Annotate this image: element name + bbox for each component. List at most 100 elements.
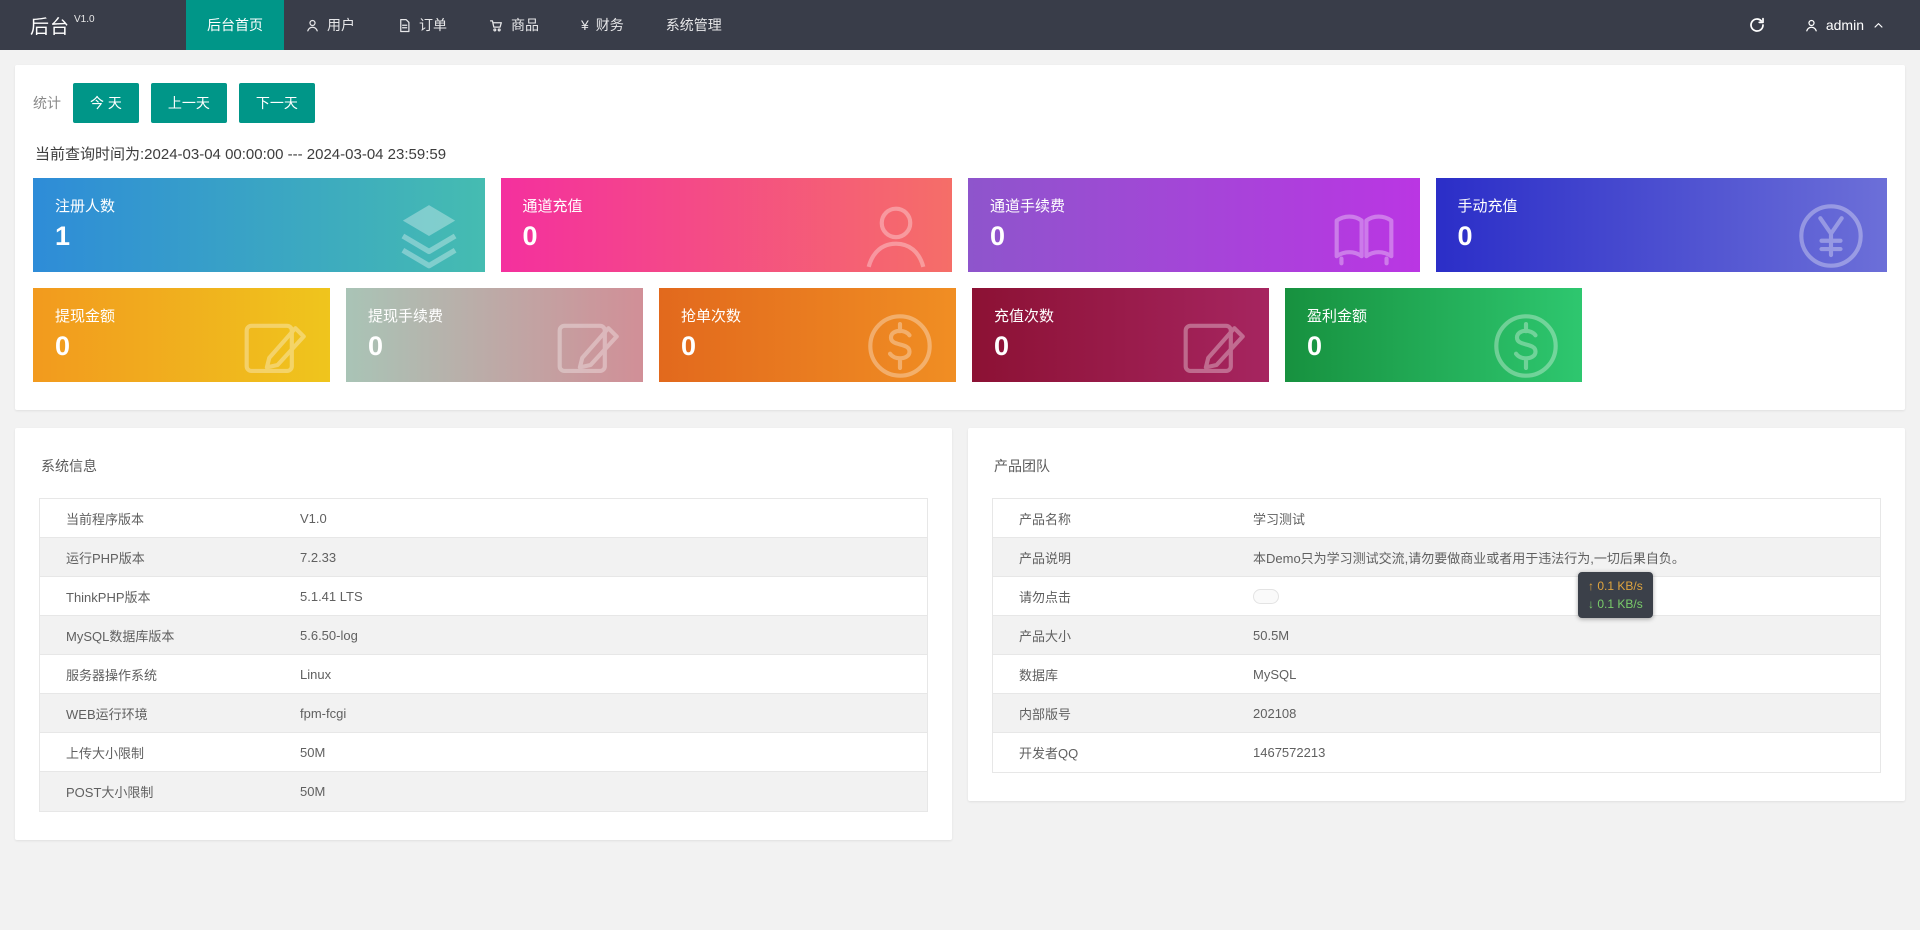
table-row: 产品大小50.5M bbox=[993, 616, 1880, 655]
row-label: 产品说明 bbox=[993, 548, 1253, 567]
table-row: MySQL数据库版本5.6.50-log bbox=[40, 616, 927, 655]
stat-card-withdraw-fee: 提现手续费0 bbox=[346, 288, 643, 382]
row-value: fpm-fcgi bbox=[300, 706, 927, 721]
table-row: 数据库MySQL bbox=[993, 655, 1880, 694]
today-button[interactable]: 今 天 bbox=[73, 83, 139, 123]
person-circle-icon bbox=[858, 198, 934, 272]
yuan-circle-icon bbox=[1793, 198, 1869, 272]
stat-card-withdraw-amount: 提现金额0 bbox=[33, 288, 330, 382]
stat-card-registered-users: 注册人数1 bbox=[33, 178, 485, 272]
nav-item-finance[interactable]: ¥ 财务 bbox=[560, 0, 645, 50]
row-label: 内部版号 bbox=[993, 704, 1253, 723]
query-time-text: 当前查询时间为:2024-03-04 00:00:00 --- 2024-03-… bbox=[35, 143, 1887, 164]
up-arrow-icon: ↑ bbox=[1588, 579, 1594, 593]
stat-card-recharge-count: 充值次数0 bbox=[972, 288, 1269, 382]
main-content: 统计 今 天上一天下一天 当前查询时间为:2024-03-04 00:00:00… bbox=[0, 50, 1920, 855]
download-speed-value: 0.1 KB/s bbox=[1597, 597, 1642, 611]
stat-cards-row2: 提现金额0提现手续费0抢单次数0充值次数0盈利金额0 bbox=[33, 288, 1887, 382]
upload-speed-value: 0.1 KB/s bbox=[1597, 579, 1642, 593]
nav-item-label: 订单 bbox=[419, 15, 447, 35]
row-value: 50M bbox=[300, 784, 927, 799]
yen-icon: ¥ bbox=[581, 18, 589, 32]
row-label: 上传大小限制 bbox=[40, 743, 300, 762]
next-day-button[interactable]: 下一天 bbox=[239, 83, 315, 123]
layers-icon bbox=[391, 198, 467, 272]
cart-icon bbox=[489, 18, 504, 33]
bottom-section: 系统信息 当前程序版本V1.0运行PHP版本7.2.33ThinkPHP版本5.… bbox=[15, 428, 1905, 840]
user-icon bbox=[1804, 18, 1819, 33]
table-row: POST大小限制50M bbox=[40, 772, 927, 811]
system-info-table: 当前程序版本V1.0运行PHP版本7.2.33ThinkPHP版本5.1.41 … bbox=[39, 498, 928, 812]
stats-label: 统计 bbox=[33, 93, 61, 113]
row-label: 运行PHP版本 bbox=[40, 548, 300, 567]
download-speed: ↓ 0.1 KB/s bbox=[1588, 595, 1643, 613]
row-value: 本Demo只为学习测试交流,请勿要做商业或者用于违法行为,一切后果自负。 bbox=[1253, 548, 1880, 567]
chevron-up-icon bbox=[1871, 18, 1886, 33]
dollar-circle-icon bbox=[1488, 308, 1564, 382]
product-team-title: 产品团队 bbox=[994, 456, 1881, 476]
main-nav: 后台首页 用户 订单 商品 ¥ 财务 系统管理 bbox=[186, 0, 743, 50]
row-label: ThinkPHP版本 bbox=[40, 587, 300, 606]
nav-item-home[interactable]: 后台首页 bbox=[186, 0, 284, 50]
table-row: 开发者QQ1467572213 bbox=[993, 733, 1880, 772]
table-row: 产品说明本Demo只为学习测试交流,请勿要做商业或者用于违法行为,一切后果自负。 bbox=[993, 538, 1880, 577]
row-value bbox=[1253, 588, 1880, 604]
table-row: 服务器操作系统Linux bbox=[40, 655, 927, 694]
product-team-panel: 产品团队 产品名称学习测试产品说明本Demo只为学习测试交流,请勿要做商业或者用… bbox=[968, 428, 1905, 801]
nav-item-label: 商品 bbox=[511, 15, 539, 35]
prev-day-button[interactable]: 上一天 bbox=[151, 83, 227, 123]
down-arrow-icon: ↓ bbox=[1588, 597, 1594, 611]
row-value: MySQL bbox=[1253, 667, 1880, 682]
do-not-click-button[interactable] bbox=[1253, 589, 1279, 604]
row-label: 数据库 bbox=[993, 665, 1253, 684]
system-info-title: 系统信息 bbox=[41, 456, 928, 476]
row-label: POST大小限制 bbox=[40, 782, 300, 801]
nav-item-label: 用户 bbox=[327, 15, 355, 35]
person-icon bbox=[305, 18, 320, 33]
book-icon bbox=[1326, 198, 1402, 272]
row-label: 开发者QQ bbox=[993, 743, 1253, 762]
row-label: WEB运行环境 bbox=[40, 704, 300, 723]
table-row: 请勿点击 bbox=[993, 577, 1880, 616]
user-menu[interactable]: admin bbox=[1804, 17, 1886, 33]
refresh-button[interactable] bbox=[1748, 16, 1766, 34]
net-speed-overlay: ↑ 0.1 KB/s ↓ 0.1 KB/s bbox=[1578, 572, 1653, 618]
stat-card-profit-amount: 盈利金额0 bbox=[1285, 288, 1582, 382]
row-label: 产品大小 bbox=[993, 626, 1253, 645]
file-icon bbox=[397, 18, 412, 33]
stat-card-channel-fee: 通道手续费0 bbox=[968, 178, 1420, 272]
app-logo[interactable]: 后台 V1.0 bbox=[0, 0, 186, 50]
nav-item-system[interactable]: 系统管理 bbox=[645, 0, 743, 50]
stat-card-grab-count: 抢单次数0 bbox=[659, 288, 956, 382]
row-value: V1.0 bbox=[300, 511, 927, 526]
row-label: 服务器操作系统 bbox=[40, 665, 300, 684]
username: admin bbox=[1826, 17, 1864, 33]
row-label: 当前程序版本 bbox=[40, 509, 300, 528]
upload-speed: ↑ 0.1 KB/s bbox=[1588, 577, 1643, 595]
dollar-circle-icon bbox=[862, 308, 938, 382]
table-row: 内部版号202108 bbox=[993, 694, 1880, 733]
row-value: 5.6.50-log bbox=[300, 628, 927, 643]
nav-item-users[interactable]: 用户 bbox=[284, 0, 376, 50]
nav-item-label: 财务 bbox=[596, 15, 624, 35]
app-logo-text: 后台 bbox=[30, 12, 70, 39]
stat-card-manual-recharge: 手动充值0 bbox=[1436, 178, 1888, 272]
edit-icon bbox=[1175, 308, 1251, 382]
table-row: 运行PHP版本7.2.33 bbox=[40, 538, 927, 577]
nav-item-orders[interactable]: 订单 bbox=[376, 0, 468, 50]
nav-item-goods[interactable]: 商品 bbox=[468, 0, 560, 50]
edit-icon bbox=[549, 308, 625, 382]
stat-cards-row1: 注册人数1通道充值0通道手续费0手动充值0 bbox=[33, 178, 1887, 272]
edit-icon bbox=[236, 308, 312, 382]
row-value: 202108 bbox=[1253, 706, 1880, 721]
stats-header: 统计 今 天上一天下一天 bbox=[33, 83, 1887, 123]
row-value: 50M bbox=[300, 745, 927, 760]
refresh-icon bbox=[1748, 16, 1766, 34]
stat-card-channel-recharge: 通道充值0 bbox=[501, 178, 953, 272]
table-row: ThinkPHP版本5.1.41 LTS bbox=[40, 577, 927, 616]
row-label: MySQL数据库版本 bbox=[40, 626, 300, 645]
stats-range-buttons: 今 天上一天下一天 bbox=[61, 83, 315, 123]
row-label: 产品名称 bbox=[993, 509, 1253, 528]
row-value: 7.2.33 bbox=[300, 550, 927, 565]
nav-item-label: 后台首页 bbox=[207, 15, 263, 35]
